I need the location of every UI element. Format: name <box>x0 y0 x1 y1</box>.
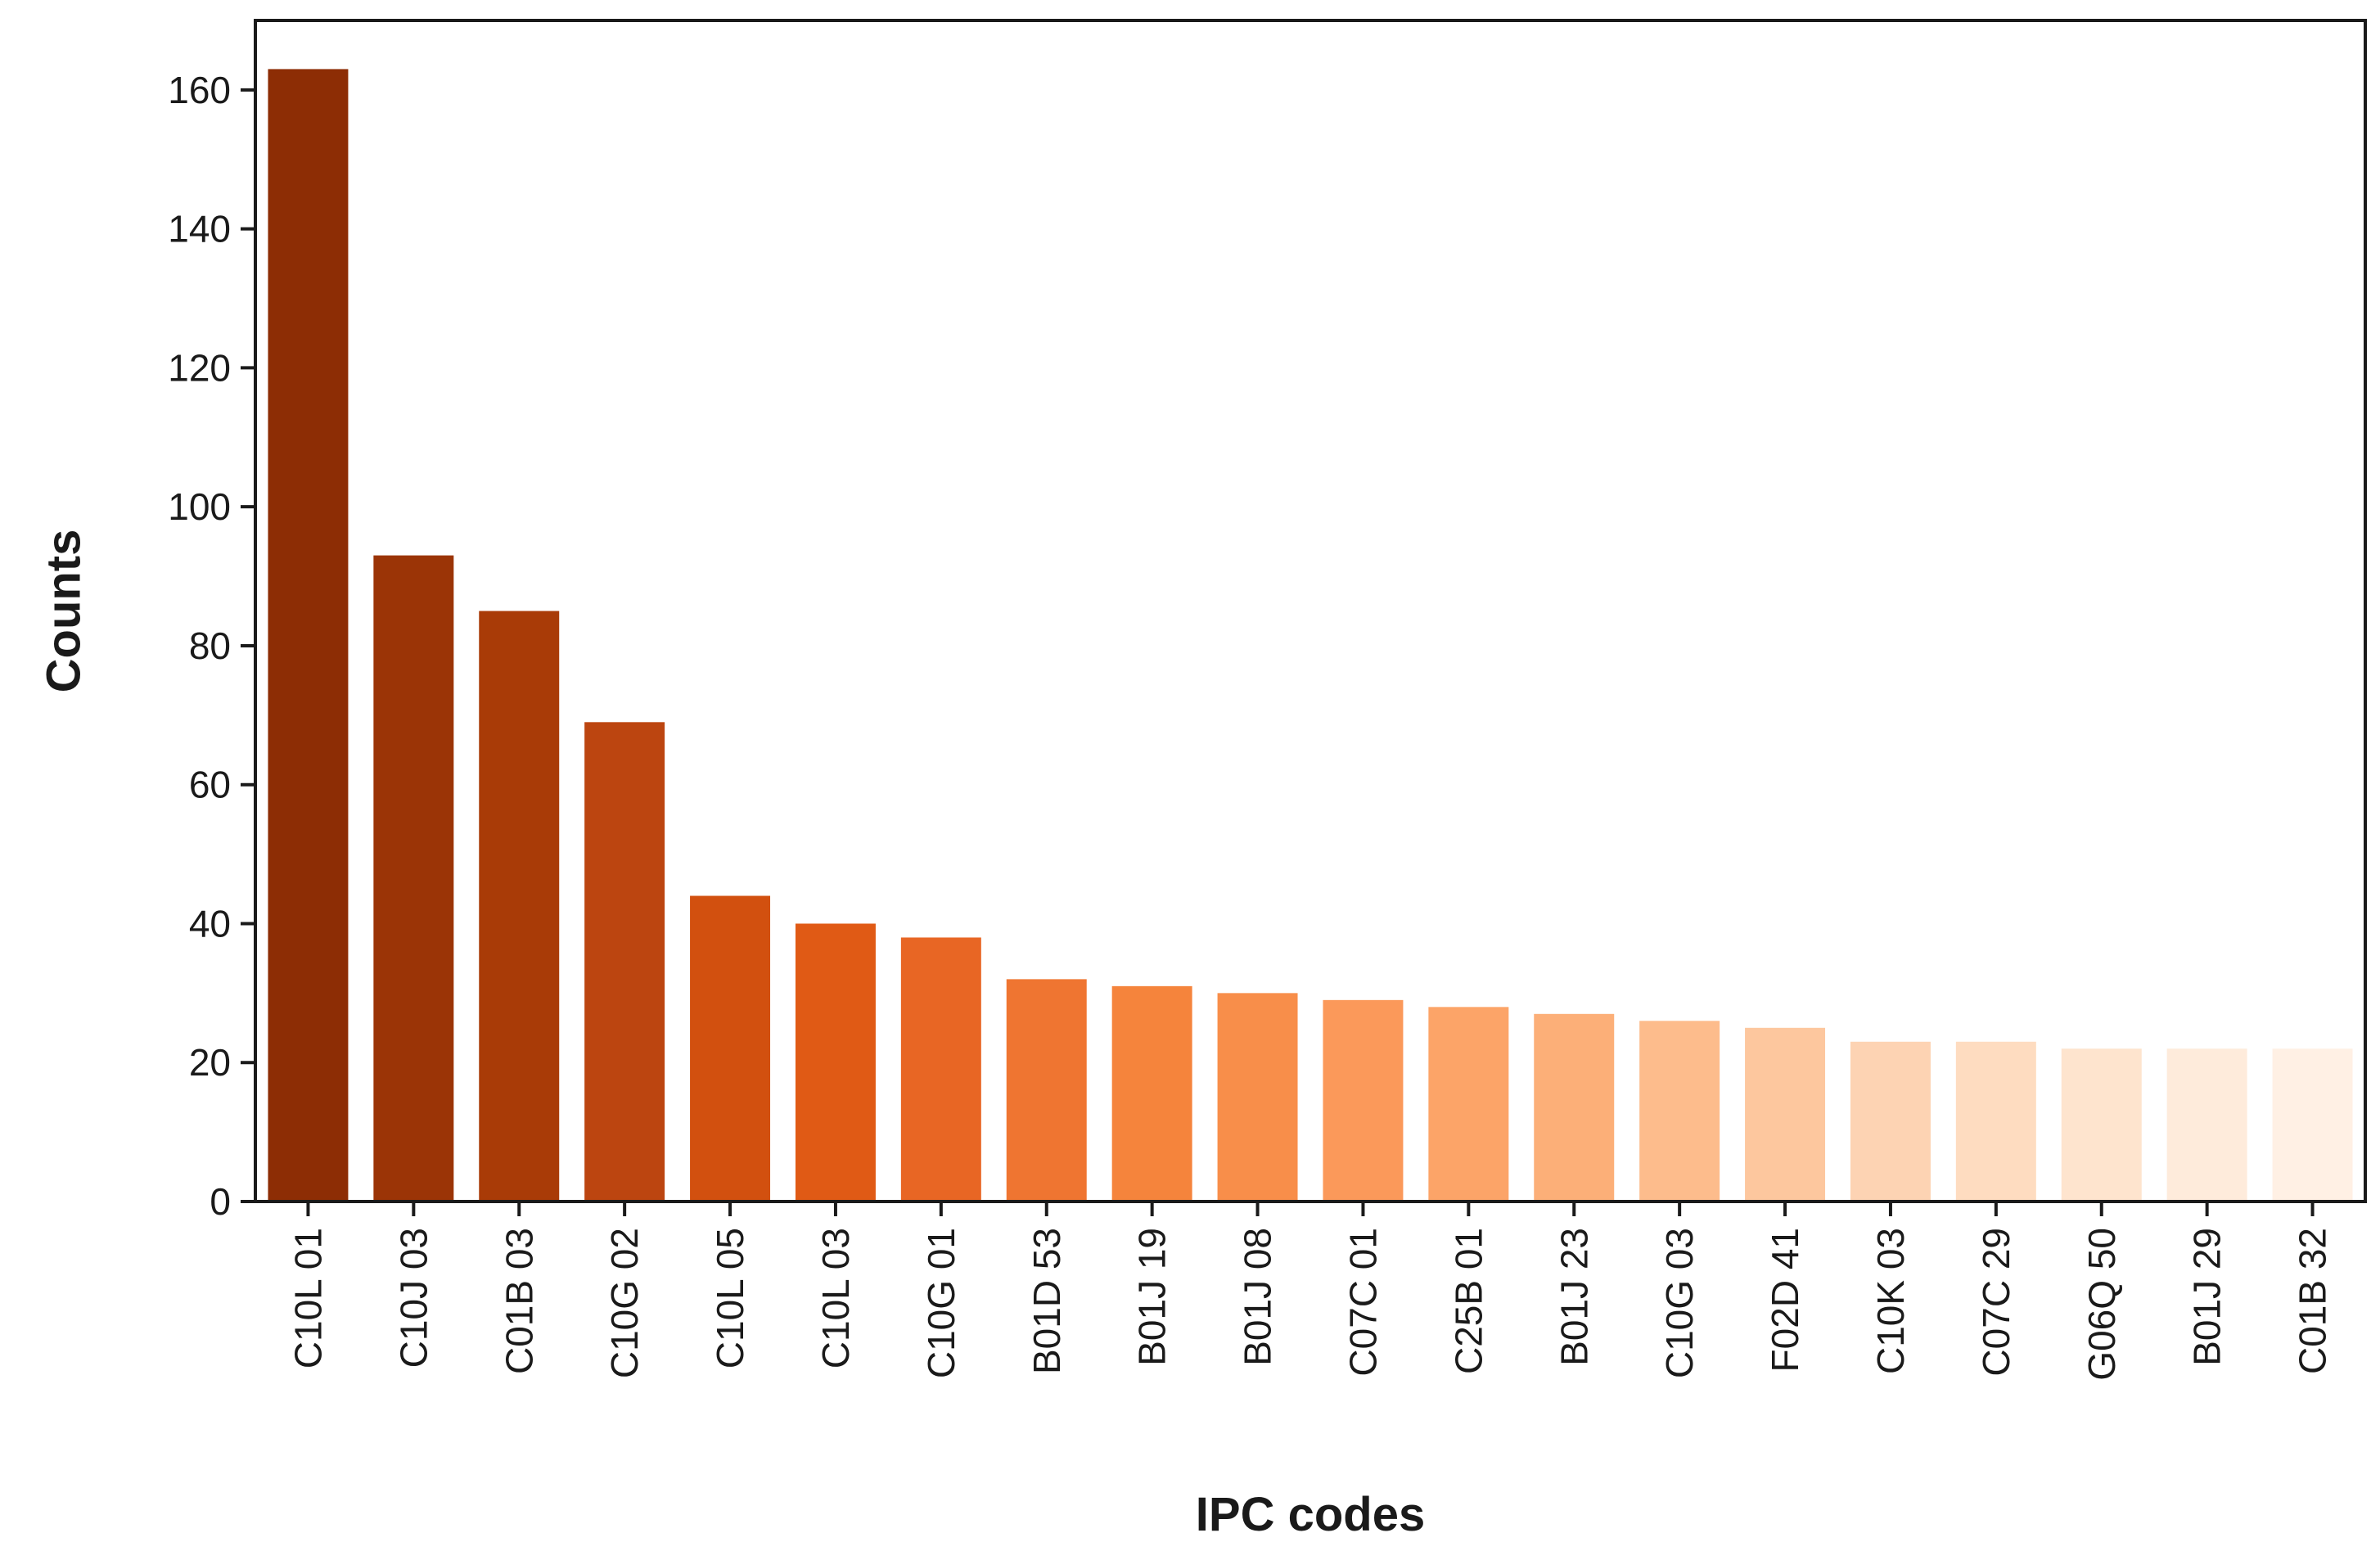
y-tick-label-6: 120 <box>168 346 231 389</box>
x-tick-label-17: G06Q 50 <box>2080 1228 2123 1381</box>
bar-5 <box>795 923 876 1202</box>
bar-11 <box>1428 1007 1509 1202</box>
bar-1 <box>373 555 454 1202</box>
x-tick-label-9: B01J 08 <box>1237 1228 1279 1366</box>
bar-6 <box>900 937 981 1202</box>
bar-8 <box>1111 985 1192 1202</box>
bar-10 <box>1323 999 1404 1202</box>
bar-12 <box>1534 1013 1615 1202</box>
bar-15 <box>1850 1041 1931 1202</box>
x-tick-label-0: C10L 01 <box>286 1228 329 1368</box>
x-tick-label-15: C10K 03 <box>1869 1228 1912 1374</box>
y-tick-label-2: 40 <box>189 902 231 945</box>
bar-4 <box>690 895 771 1202</box>
x-tick-label-4: C10L 05 <box>709 1228 751 1368</box>
x-tick-label-11: C25B 01 <box>1447 1228 1490 1374</box>
x-tick-label-16: C07C 29 <box>1975 1228 2017 1377</box>
y-axis: 0 20 40 60 80 100 120 140 160 <box>168 69 255 1223</box>
bar-13 <box>1639 1021 1720 1202</box>
bar-0 <box>268 69 349 1202</box>
x-axis-title: IPC codes <box>1196 1488 1425 1541</box>
bar-17 <box>2061 1048 2142 1202</box>
x-tick-label-2: C01B 03 <box>498 1228 540 1374</box>
x-tick-label-14: F02D 41 <box>1764 1228 1806 1372</box>
y-tick-label-7: 140 <box>168 208 231 250</box>
y-tick-label-1: 20 <box>189 1041 231 1084</box>
bar-16 <box>1955 1041 2036 1202</box>
x-axis: C10L 01 C10J 03 C01B 03 C10G 02 C10L 05 C10L … <box>286 1202 2334 1381</box>
x-tick-label-6: C10G 01 <box>920 1228 962 1378</box>
bar-7 <box>1006 979 1087 1202</box>
y-tick-label-5: 100 <box>168 485 231 528</box>
y-tick-label-3: 60 <box>189 764 231 806</box>
y-tick-label-8: 160 <box>168 69 231 111</box>
x-tick-label-12: B01J 23 <box>1553 1228 1595 1366</box>
x-tick-label-8: B01J 19 <box>1131 1228 1174 1366</box>
bar-19 <box>2272 1048 2353 1202</box>
bar-9 <box>1217 993 1298 1202</box>
bar-2 <box>479 611 560 1202</box>
bar-18 <box>2166 1048 2247 1202</box>
y-tick-label-0: 0 <box>210 1180 231 1223</box>
x-tick-label-18: B01J 29 <box>2186 1228 2229 1366</box>
y-axis-title: Counts <box>38 530 91 693</box>
y-tick-label-4: 80 <box>189 624 231 667</box>
x-tick-label-5: C10L 03 <box>814 1228 857 1368</box>
x-tick-label-7: B01D 53 <box>1025 1228 1068 1374</box>
x-tick-label-19: C01B 32 <box>2292 1228 2334 1374</box>
x-tick-label-13: C10G 03 <box>1658 1228 1701 1378</box>
x-tick-label-3: C10G 02 <box>603 1228 646 1378</box>
plot-frame <box>254 19 2367 1203</box>
bar-3 <box>584 722 665 1202</box>
bars-group <box>268 69 2353 1202</box>
x-tick-label-10: C07C 01 <box>1341 1228 1384 1377</box>
bar-14 <box>1745 1027 1826 1202</box>
x-tick-label-1: C10J 03 <box>392 1228 435 1368</box>
